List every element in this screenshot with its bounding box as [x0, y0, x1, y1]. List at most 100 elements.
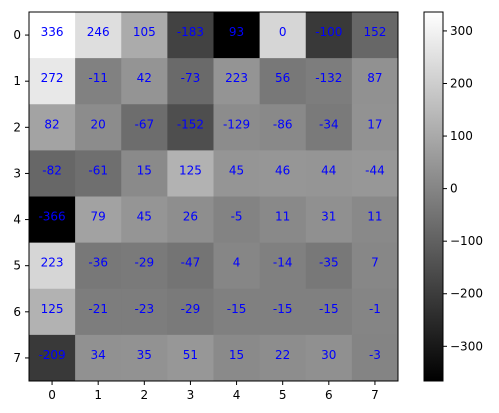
colorbar-frame	[423, 11, 444, 382]
heatmap-cell-3-7	[351, 150, 399, 197]
x-axis: 0 1 2 3 4 5 6 7	[48, 381, 379, 402]
heatmap-cell-4-3	[167, 196, 214, 244]
cell-label-5-5: -14	[273, 256, 293, 270]
heatmap-cell-0-0	[29, 12, 76, 59]
cell-label-0-5: 0	[279, 25, 287, 39]
cell-label-2-2: -67	[135, 117, 155, 131]
cell-label-3-1: -61	[88, 163, 108, 177]
colorbar-tick-label-0: −300	[450, 339, 483, 353]
heatmap-cell-0-4	[213, 12, 261, 59]
heatmap-cell-5-2	[121, 242, 168, 290]
heatmap-cell-3-0	[29, 150, 76, 197]
cell-label-2-1: 20	[91, 117, 106, 131]
cell-label-2-4: -129	[223, 117, 250, 131]
heatmap-cell-3-3	[167, 150, 214, 197]
heatmap-cell-5-0	[29, 242, 76, 290]
heatmap-cell-3-1	[75, 150, 122, 197]
cell-label-3-3: 125	[179, 163, 202, 177]
heatmap-cell-6-2	[121, 288, 168, 336]
colorbar-tick-label-1: −200	[450, 287, 483, 301]
heatmap-cells	[29, 12, 399, 382]
cell-label-3-5: 46	[275, 163, 290, 177]
y-tick-label-7: 7	[13, 351, 21, 365]
cell-label-0-3: -183	[177, 25, 204, 39]
cell-label-6-2: -23	[135, 302, 155, 316]
cell-label-1-7: 87	[367, 71, 382, 85]
cell-label-7-3: 51	[183, 348, 198, 362]
cell-label-7-0: -209	[38, 348, 65, 362]
cell-label-2-3: -152	[177, 117, 204, 131]
cell-label-4-2: 45	[137, 210, 152, 224]
cell-label-7-5: 22	[275, 348, 290, 362]
y-tick-label-6: 6	[13, 305, 21, 319]
heatmap-cell-3-5	[259, 150, 307, 197]
colorbar: −300 −200 −100 0 100 200 300	[423, 11, 483, 382]
cell-label-6-0: 125	[41, 302, 64, 316]
y-tick-label-0: 0	[13, 28, 21, 42]
x-tick-label-7: 7	[371, 388, 379, 402]
heatmap-cell-0-3	[167, 12, 214, 59]
heatmap-cell-1-6	[305, 58, 353, 105]
cell-label-0-4: 93	[229, 25, 244, 39]
cell-label-7-1: 34	[91, 348, 106, 362]
cell-label-5-6: -35	[319, 256, 339, 270]
cell-label-6-5: -15	[273, 302, 293, 316]
heatmap-cell-0-5	[259, 12, 307, 59]
x-tick-label-1: 1	[94, 388, 102, 402]
y-tick-label-4: 4	[13, 213, 21, 227]
heatmap-cell-2-2	[121, 104, 168, 151]
cell-label-5-0: 223	[41, 256, 64, 270]
heatmap-cell-4-0	[29, 196, 76, 244]
x-tick-label-0: 0	[48, 388, 56, 402]
heatmap-cell-5-4	[213, 242, 261, 290]
heatmap-cell-1-3	[167, 58, 214, 105]
cell-label-5-3: -47	[181, 256, 201, 270]
heatmap-cell-7-5	[259, 334, 307, 382]
cell-label-1-6: -132	[315, 71, 342, 85]
plot-frame	[28, 11, 399, 382]
heatmap-cell-2-5	[259, 104, 307, 151]
y-tick-label-3: 3	[13, 166, 21, 180]
colorbar-tick-label-2: −100	[450, 234, 483, 248]
heatmap-cell-0-7	[351, 12, 399, 59]
heatmap-cell-4-2	[121, 196, 168, 244]
cell-label-1-1: -11	[88, 71, 108, 85]
y-tick-label-5: 5	[13, 259, 21, 273]
cell-label-5-2: -29	[135, 256, 155, 270]
heatmap-cell-1-4	[213, 58, 261, 105]
cell-label-2-7: 17	[367, 117, 382, 131]
heatmap-cell-1-1	[75, 58, 122, 105]
heatmap-cell-1-2	[121, 58, 168, 105]
cell-label-4-3: 26	[183, 210, 198, 224]
cell-label-6-6: -15	[319, 302, 339, 316]
colorbar-tick-label-5: 200	[450, 76, 473, 90]
colorbar-tick-label-6: 300	[450, 24, 473, 38]
heatmap-cell-7-7	[351, 334, 399, 382]
heatmap-cell-0-1	[75, 12, 122, 59]
heatmap-cell-1-7	[351, 58, 399, 105]
cell-label-3-4: 45	[229, 163, 244, 177]
heatmap-annotations: 336 246 105 -183 93 0 -100 152 272 -11 42 -73 223 56 -…	[38, 25, 386, 362]
heatmap-cell-2-7	[351, 104, 399, 151]
heatmap-cell-4-5	[259, 196, 307, 244]
cell-label-1-5: 56	[275, 71, 290, 85]
cell-label-6-3: -29	[181, 302, 201, 316]
y-tick-label-1: 1	[13, 74, 21, 88]
cell-label-3-6: 44	[321, 163, 336, 177]
heatmap-cell-2-3	[167, 104, 214, 151]
cell-label-4-7: 11	[367, 210, 382, 224]
heatmap-cell-7-3	[167, 334, 214, 382]
cell-label-6-7: -1	[369, 302, 381, 316]
cell-label-4-5: 11	[275, 210, 290, 224]
y-tick-label-2: 2	[13, 120, 21, 134]
colorbar-tick-label-3: 0	[450, 182, 458, 196]
cell-label-6-1: -21	[88, 302, 108, 316]
cell-label-7-7: -3	[369, 348, 381, 362]
heatmap-cell-6-1	[75, 288, 122, 336]
heatmap-cell-3-2	[121, 150, 168, 197]
heatmap-cell-6-3	[167, 288, 214, 336]
x-tick-label-4: 4	[233, 388, 241, 402]
cell-label-1-2: 42	[137, 71, 152, 85]
heatmap-cell-5-5	[259, 242, 307, 290]
